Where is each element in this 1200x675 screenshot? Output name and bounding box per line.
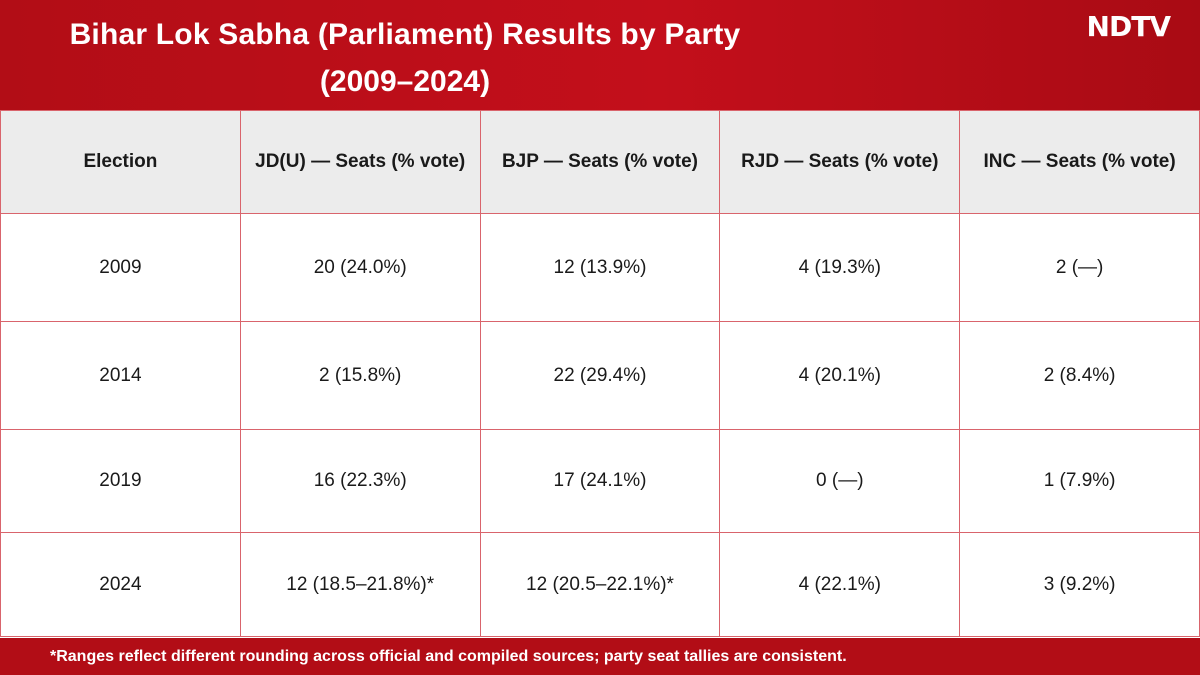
cell-election-year: 2024: [0, 532, 241, 637]
footer-banner: *Ranges reflect different rounding acros…: [0, 638, 1200, 675]
column-header-jdu: JD(U) — Seats (% vote): [239, 110, 481, 214]
results-table: Election JD(U) — Seats (% vote) BJP — Se…: [0, 110, 1200, 637]
cell-bjp: 12 (20.5–22.1%)*: [479, 532, 721, 637]
header-banner: Bihar Lok Sabha (Parliament) Results by …: [0, 0, 1200, 110]
cell-rjd: 4 (22.1%): [719, 532, 961, 637]
column-header-bjp: BJP — Seats (% vote): [479, 110, 721, 214]
cell-jdu: 16 (22.3%): [239, 429, 481, 533]
cell-bjp: 22 (29.4%): [479, 321, 721, 430]
table-row: 2014 2 (15.8%) 22 (29.4%) 4 (20.1%) 2 (8…: [0, 321, 1200, 430]
page-subtitle: (2009–2024): [319, 65, 491, 98]
table-header-row: Election JD(U) — Seats (% vote) BJP — Se…: [0, 110, 1200, 214]
cell-election-year: 2019: [0, 429, 241, 533]
ndtv-logo: NDTV: [1086, 10, 1171, 43]
cell-jdu: 12 (18.5–21.8%)*: [239, 532, 481, 637]
cell-bjp: 12 (13.9%): [479, 213, 721, 322]
cell-inc: 2 (—): [959, 213, 1200, 322]
results-table-container: Election JD(U) — Seats (% vote) BJP — Se…: [0, 110, 1200, 638]
column-header-rjd: RJD — Seats (% vote): [719, 110, 961, 214]
cell-election-year: 2009: [0, 213, 241, 322]
cell-jdu: 2 (15.8%): [239, 321, 481, 430]
cell-inc: 2 (8.4%): [959, 321, 1200, 430]
cell-inc: 1 (7.9%): [959, 429, 1200, 533]
footnote: *Ranges reflect different rounding acros…: [50, 648, 847, 665]
cell-rjd: 4 (19.3%): [719, 213, 961, 322]
cell-bjp: 17 (24.1%): [479, 429, 721, 533]
table-row: 2009 20 (24.0%) 12 (13.9%) 4 (19.3%) 2 (…: [0, 213, 1200, 322]
table-row: 2019 16 (22.3%) 17 (24.1%) 0 (—) 1 (7.9%…: [0, 429, 1200, 533]
column-header-election: Election: [0, 110, 241, 214]
page-title: Bihar Lok Sabha (Parliament) Results by …: [69, 18, 741, 51]
cell-rjd: 4 (20.1%): [719, 321, 961, 430]
cell-election-year: 2014: [0, 321, 241, 430]
table-row: 2024 12 (18.5–21.8%)* 12 (20.5–22.1%)* 4…: [0, 532, 1200, 637]
cell-rjd: 0 (—): [719, 429, 961, 533]
cell-inc: 3 (9.2%): [959, 532, 1200, 637]
column-header-inc: INC — Seats (% vote): [959, 110, 1200, 214]
cell-jdu: 20 (24.0%): [239, 213, 481, 322]
